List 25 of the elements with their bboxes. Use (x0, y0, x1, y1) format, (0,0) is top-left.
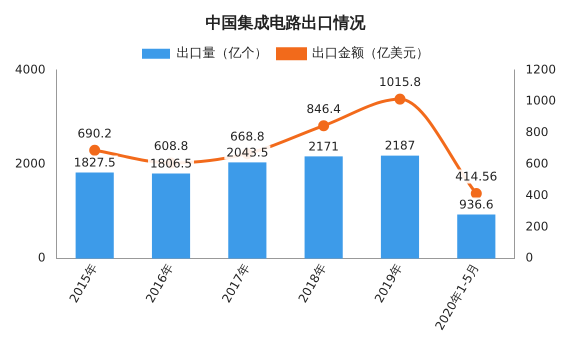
y2-tick-label: 1000 (525, 94, 556, 108)
y2-tick-label: 800 (525, 125, 548, 140)
y-tick-label: 0 (38, 250, 46, 265)
y-tick-label: 2000 (14, 156, 46, 171)
chart-title: 中国集成电路出口情况 (206, 12, 366, 32)
y2-tick-label: 600 (525, 156, 548, 171)
data-label: 1806.5 (150, 156, 192, 171)
y-tick-label: 4000 (14, 62, 46, 76)
y2-tick-label: 1200 (525, 62, 556, 76)
data-label: 936.6 (459, 198, 494, 212)
data-label: 414.56 (455, 170, 498, 184)
y2-tick-label: 200 (525, 219, 548, 234)
data-label: 690.2 (78, 126, 112, 140)
y2-tick-label: 400 (525, 188, 548, 202)
data-label: 2187 (384, 138, 416, 153)
data-label: 846.4 (306, 102, 341, 116)
data-label: 2043.5 (226, 145, 268, 160)
legend-label: 出口金额（亿美元） (312, 45, 429, 62)
data-label: 608.8 (154, 139, 188, 154)
y2-tick-label: 0 (525, 250, 534, 265)
data-label: 2171 (308, 139, 339, 154)
data-label: 668.8 (230, 130, 265, 144)
legend-label: 出口量（亿个） (176, 46, 268, 62)
data-label: 1827.5 (74, 156, 116, 170)
data-label: 1015.8 (378, 75, 421, 90)
